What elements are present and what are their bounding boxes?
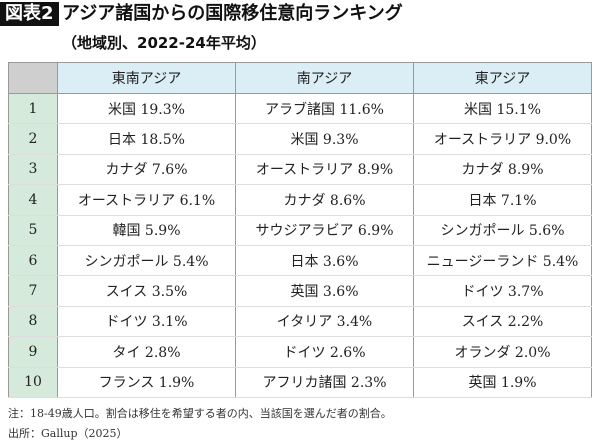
rank-cell: 5	[8, 215, 58, 246]
corner-cell	[8, 62, 58, 94]
table-row: 2 日本 18.5% 米国 9.3% オーストラリア 9.0%	[8, 123, 592, 155]
table-row: 6 シンガポール 5.4% 日本 3.6% ニュージーランド 5.4%	[8, 245, 592, 277]
country-cell: 米国 19.3%	[57, 93, 236, 125]
rank-cell: 1	[8, 93, 58, 125]
header-row: 東南アジア 南アジア 東アジア	[8, 62, 592, 94]
country-cell: ニュージーランド 5.4%	[413, 245, 592, 277]
country-cell: ドイツ 2.6%	[235, 336, 414, 368]
country-cell: フランス 1.9%	[57, 367, 236, 399]
country-cell: 英国 3.6%	[235, 275, 414, 307]
country-cell: シンガポール 5.4%	[57, 245, 236, 277]
figure-label: 図表2	[0, 2, 59, 26]
column-header: 東南アジア	[57, 62, 236, 94]
table-row: 4 オーストラリア 6.1% カナダ 8.6% 日本 7.1%	[8, 184, 592, 216]
rank-cell: 6	[8, 245, 58, 277]
rank-cell: 8	[8, 306, 58, 338]
table-row: 3 カナダ 7.6% オーストラリア 8.9% カナダ 8.9%	[8, 154, 592, 186]
country-cell: スイス 3.5%	[57, 275, 236, 307]
column-header: 東アジア	[413, 62, 592, 94]
country-cell: オーストラリア 9.0%	[413, 123, 592, 155]
country-cell: 日本 3.6%	[235, 245, 414, 277]
country-cell: 日本 7.1%	[413, 184, 592, 216]
subtitle: （地域別、2022-24年平均）	[62, 34, 266, 52]
rank-cell: 2	[8, 123, 58, 155]
note: 注：18-49歳人口。割合は移住を希望する者の内、当該国を選んだ者の割合。	[8, 407, 392, 420]
table-row: 9 タイ 2.8% ドイツ 2.6% オランダ 2.0%	[8, 336, 592, 368]
rank-cell: 4	[8, 184, 58, 216]
country-cell: アフリカ諸国 2.3%	[235, 367, 414, 399]
rank-cell: 7	[8, 275, 58, 307]
rank-cell: 3	[8, 154, 58, 186]
country-cell: 英国 1.9%	[413, 367, 592, 399]
table-row: 1 米国 19.3% アラブ諸国 11.6% 米国 15.1%	[8, 93, 592, 125]
country-cell: オーストラリア 8.9%	[235, 154, 414, 186]
country-cell: タイ 2.8%	[57, 336, 236, 368]
table-row: 7 スイス 3.5% 英国 3.6% ドイツ 3.7%	[8, 275, 592, 307]
source: 出所：Gallup（2025）	[8, 427, 128, 440]
table-row: 10 フランス 1.9% アフリカ諸国 2.3% 英国 1.9%	[8, 367, 592, 399]
country-cell: 韓国 5.9%	[57, 215, 236, 246]
ranking-table: 東南アジア 南アジア 東アジア 1 米国 19.3% アラブ諸国 11.6% 米国 15.1…	[8, 62, 592, 399]
country-cell: オランダ 2.0%	[413, 336, 592, 368]
country-cell: ドイツ 3.7%	[413, 275, 592, 307]
country-cell: 日本 18.5%	[57, 123, 236, 155]
table-row: 8 ドイツ 3.1% イタリア 3.4% スイス 2.2%	[8, 306, 592, 338]
country-cell: シンガポール 5.6%	[413, 215, 592, 246]
country-cell: スイス 2.2%	[413, 306, 592, 338]
country-cell: ドイツ 3.1%	[57, 306, 236, 338]
country-cell: 米国 15.1%	[413, 93, 592, 125]
country-cell: アラブ諸国 11.6%	[235, 93, 414, 125]
country-cell: カナダ 8.9%	[413, 154, 592, 186]
country-cell: カナダ 7.6%	[57, 154, 236, 186]
title: アジア諸国からの国際移住意向ランキング	[62, 3, 403, 24]
country-cell: イタリア 3.4%	[235, 306, 414, 338]
country-cell: サウジアラビア 6.9%	[235, 215, 414, 246]
table-row: 5 韓国 5.9% サウジアラビア 6.9% シンガポール 5.6%	[8, 215, 592, 246]
country-cell: カナダ 8.6%	[235, 184, 414, 216]
country-cell: 米国 9.3%	[235, 123, 414, 155]
country-cell: オーストラリア 6.1%	[57, 184, 236, 216]
column-header: 南アジア	[235, 62, 414, 94]
rank-cell: 9	[8, 336, 58, 368]
rank-cell: 10	[8, 367, 58, 399]
